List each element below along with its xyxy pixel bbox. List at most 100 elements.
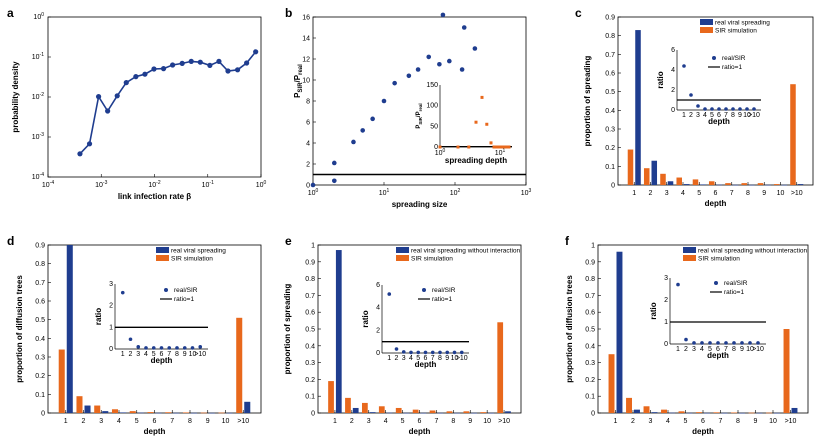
inset-x-tick-label: 8 <box>175 351 179 358</box>
bar-sir <box>748 412 755 414</box>
y-tick-label: 8 <box>306 99 310 106</box>
inset-x-tick-label: 10 <box>451 355 459 362</box>
inset-x-tick-label: 1 <box>676 346 680 353</box>
y-tick-label: 2 <box>306 162 310 169</box>
bar-real <box>488 412 494 414</box>
inset-data-point <box>409 350 413 355</box>
inset-x-tick-label: 5 <box>152 351 156 358</box>
inset-x-tick-label: 2 <box>395 355 399 362</box>
inset-x-tick-label: 5 <box>710 112 714 119</box>
inset-x-tick-label: 1 <box>682 112 686 119</box>
bar-real <box>471 412 478 414</box>
x-tick-label: 9 <box>762 190 766 197</box>
x-tick-label: 10-3 <box>95 180 107 189</box>
inset-y-axis-label-ylabel-main: P <box>416 125 422 129</box>
y-tick-label: 16 <box>302 15 310 22</box>
y-axis-label-ylabel-mid: /P <box>293 74 302 82</box>
inset-data-point <box>167 346 172 350</box>
inset-x-tick-label: 6 <box>424 355 428 362</box>
inset-x-tick-label: 6 <box>717 112 721 119</box>
y-tick-label-exponent: 0 <box>41 12 44 18</box>
bar-sir <box>328 381 334 413</box>
inset-legend-marker <box>164 288 168 292</box>
bar-sir <box>626 397 632 413</box>
inset-data-point <box>492 145 496 149</box>
inset-x-tick-label: 9 <box>740 346 744 353</box>
y-tick-label: 0.4 <box>585 343 595 350</box>
data-point <box>151 66 157 72</box>
inset-data-point <box>430 350 435 355</box>
x-tick-label: >10 <box>791 190 803 197</box>
legend-swatch <box>396 247 409 253</box>
y-tick-label: 0 <box>311 411 315 418</box>
inset-x-tick-label: 9 <box>445 355 449 362</box>
inset-data-point <box>190 346 195 350</box>
inset-x-tick-label: 6 <box>716 346 720 353</box>
data-point <box>310 182 316 188</box>
bar-sir <box>58 349 65 413</box>
inset-x-tick-label: 1 <box>121 351 125 358</box>
plot-frame <box>617 16 814 186</box>
bar-real <box>669 412 675 414</box>
bar-sir <box>480 412 487 413</box>
data-point <box>95 94 102 100</box>
panel-label: e <box>285 234 292 248</box>
data-point <box>437 61 442 67</box>
y-tick-label: 10-4 <box>32 172 44 181</box>
panel-e: 00.10.20.30.40.50.60.70.80.911 2 3 4 5 6 7 8 9 10… <box>283 243 522 436</box>
bar-sir <box>725 183 731 185</box>
x-tick-label: 9 <box>206 418 210 425</box>
y-tick-label: 0.3 <box>585 360 595 367</box>
inset-y-tick-label: 50 <box>430 123 438 130</box>
y-tick-label: 0.7 <box>35 280 45 287</box>
x-tick-label: >10 <box>237 418 249 425</box>
bar-sir <box>412 409 419 413</box>
inset-legend-points: real/SIR <box>174 287 198 294</box>
inset-data-point <box>445 350 450 355</box>
x-axis-label: depth <box>692 427 714 436</box>
y-tick-label-base: 10 <box>32 54 40 61</box>
panel-f: 00.10.20.30.40.50.60.70.80.911 2 3 4 5 6 7 8 9 10… <box>565 243 809 436</box>
data-point <box>179 60 185 66</box>
inset-y-axis-label: PSIR/Preal <box>416 103 423 128</box>
inset-x-tick-label: 2 <box>689 112 693 119</box>
x-tick-label-exponent: 1 <box>387 188 390 194</box>
inset-data-point <box>480 95 484 99</box>
inset-x-tick-label: 4 <box>703 112 707 119</box>
data-point <box>216 58 222 64</box>
y-tick-label: 0.9 <box>35 243 45 250</box>
bar-real <box>208 412 215 414</box>
x-tick-label-base: 10 <box>521 190 529 197</box>
bar-real <box>684 184 690 185</box>
series-line <box>79 51 257 155</box>
inset-data-point <box>724 107 728 111</box>
inset-data-point <box>503 145 507 149</box>
x-axis-label: depth <box>705 199 727 208</box>
bar-real <box>335 250 342 413</box>
y-tick-label: 4 <box>306 141 310 148</box>
bar-sir <box>147 412 154 413</box>
x-tick-label: 8 <box>746 190 750 197</box>
bar-real <box>226 412 233 414</box>
data-point <box>207 62 213 68</box>
bar-sir <box>660 173 666 185</box>
inset-x-tick-label-base: 10 <box>435 150 443 157</box>
data-point <box>142 71 148 77</box>
bar-sir <box>676 177 682 185</box>
legend-swatch <box>683 247 696 253</box>
bar-sir <box>218 412 225 414</box>
bar-sir <box>94 405 101 413</box>
y-tick-label: 0.5 <box>605 89 615 96</box>
x-tick-label: 8 <box>451 418 455 425</box>
bar-sir <box>692 179 699 185</box>
bar-sir <box>643 406 650 413</box>
inset-y-tick-label: 6 <box>376 282 380 289</box>
inset-background <box>440 85 512 147</box>
inset-y-axis-label-ylabel-sub2: real <box>418 103 423 111</box>
x-tick-label-exponent: -1 <box>209 180 214 186</box>
x-tick-label-base: 10 <box>95 182 103 189</box>
y-tick-label: 0.7 <box>585 293 595 300</box>
